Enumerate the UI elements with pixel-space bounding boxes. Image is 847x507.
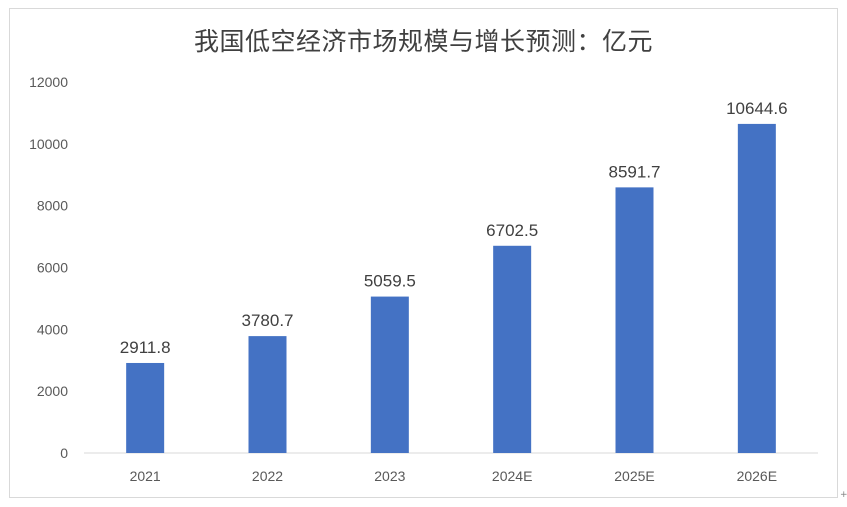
y-tick-label: 6000 [37,260,68,276]
y-tick-label: 4000 [37,321,68,337]
x-tick-label: 2025E [614,468,654,484]
x-tick-label: 2023 [374,468,405,484]
data-label: 5059.5 [364,272,416,291]
bar-2022 [248,336,287,453]
corner-mark: + [840,490,847,500]
data-label: 8591.7 [609,162,661,181]
data-label: 6702.5 [486,221,538,240]
bar-2025e [615,187,654,453]
y-tick-label: 8000 [37,198,68,214]
data-label: 2911.8 [120,338,171,357]
y-tick-label: 12000 [29,74,68,90]
bar-2023 [370,296,409,453]
x-tick-label: 2024E [492,468,532,484]
chart-title: 我国低空经济市场规模与增长预测：亿元 [193,27,653,56]
data-label: 10644.6 [726,99,787,118]
y-tick-label: 2000 [37,383,68,399]
bar-2021 [126,362,165,453]
data-label: 3780.7 [242,311,294,330]
y-tick-label: 10000 [29,136,68,152]
x-tick-label: 2021 [130,468,161,484]
bar-2026e [737,123,776,453]
x-tick-label: 2026E [737,468,777,484]
x-tick-label: 2022 [252,468,283,484]
y-tick-label: 0 [60,445,68,461]
bar-2024e [493,245,532,453]
